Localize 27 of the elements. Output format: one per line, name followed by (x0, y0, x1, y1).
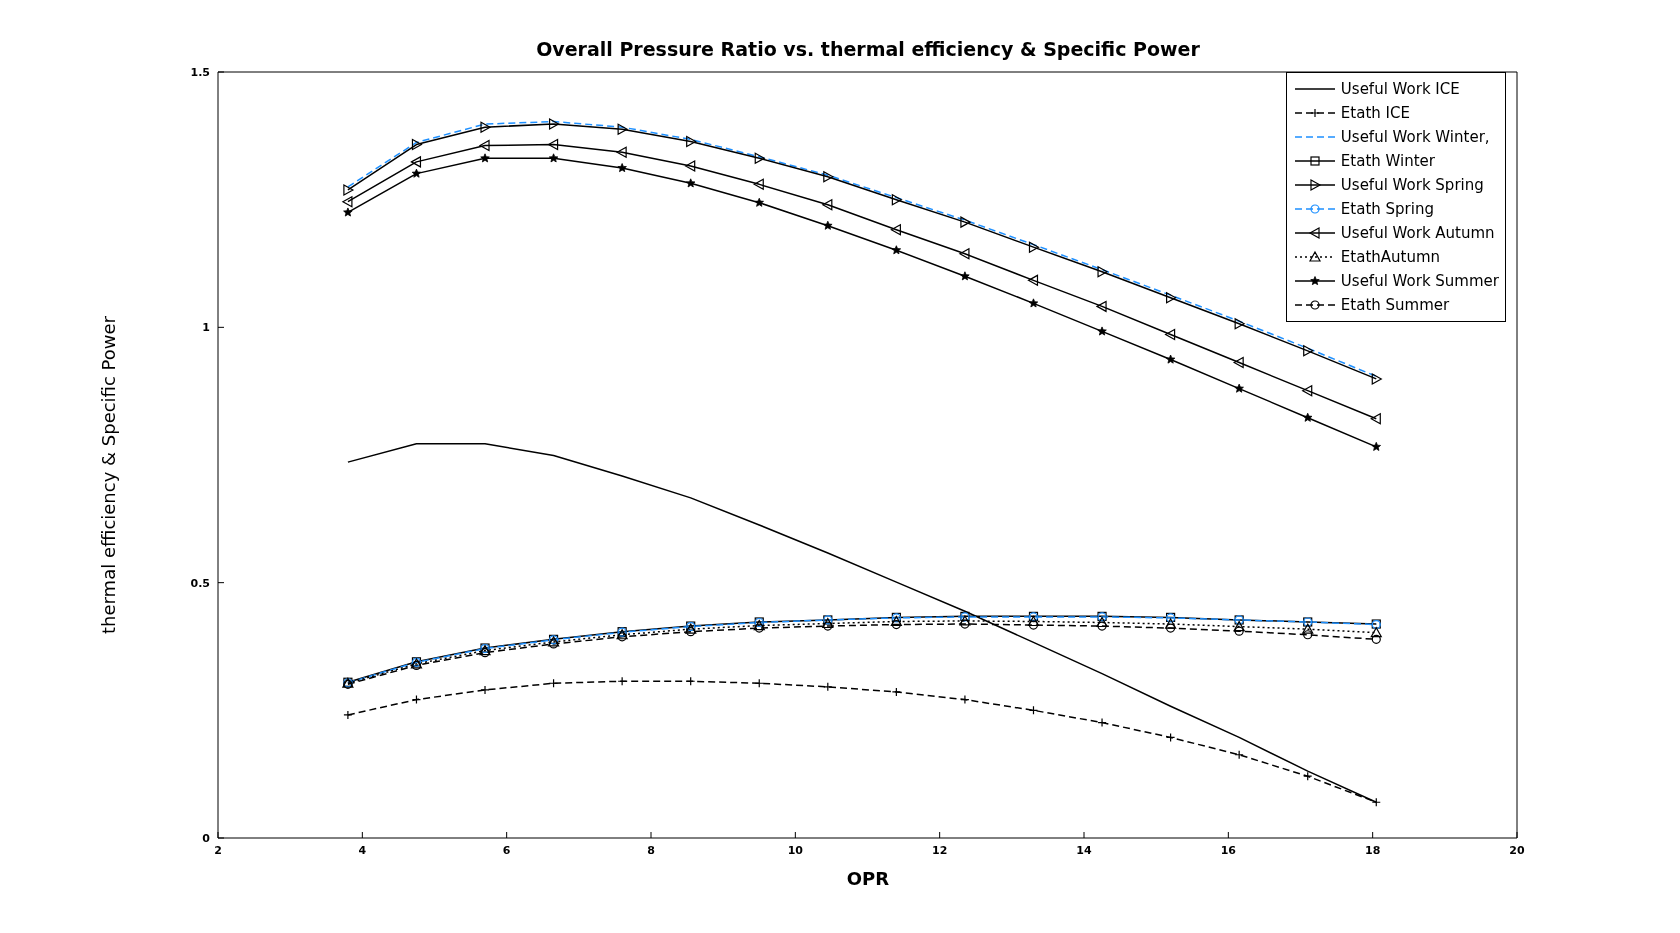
x-tick-label: 8 (647, 843, 655, 857)
legend-label: Useful Work Autumn (1340, 224, 1495, 242)
legend-label: EtathAutumn (1340, 248, 1441, 266)
legend-label: Useful Work ICE (1340, 80, 1460, 98)
y-tick-label: 0.5 (190, 576, 210, 590)
y-tick-label: 1 (202, 321, 210, 335)
x-tick-label: 14 (1076, 843, 1092, 857)
y-axis-title: thermal efficiency & Specific Power (97, 315, 119, 634)
x-tick-label: 16 (1220, 843, 1237, 857)
x-tick-label: 2 (214, 843, 222, 857)
legend-label: Useful Work Spring (1340, 176, 1484, 194)
x-tick-label: 12 (932, 843, 948, 857)
legend-label: Etath Spring (1340, 200, 1434, 218)
x-tick-label: 20 (1509, 843, 1525, 857)
x-tick-label: 6 (502, 843, 511, 857)
x-tick-label: 18 (1365, 843, 1381, 857)
legend-label: Etath Summer (1340, 296, 1450, 314)
legend-label: Useful Work Winter, (1340, 128, 1490, 146)
x-tick-label: 10 (787, 843, 804, 857)
x-axis-title: OPR (845, 868, 891, 889)
legend-label: Etath Winter (1340, 152, 1436, 170)
y-tick-label: 0 (202, 831, 211, 845)
y-tick-label: 1.5 (190, 65, 210, 79)
x-tick-label: 4 (358, 843, 367, 857)
legend-label: Etath ICE (1340, 104, 1410, 122)
legend-label: Useful Work Summer (1340, 272, 1499, 290)
chart-title: Overall Pressure Ratio vs. thermal efficiency & Specific Power (535, 38, 1201, 60)
